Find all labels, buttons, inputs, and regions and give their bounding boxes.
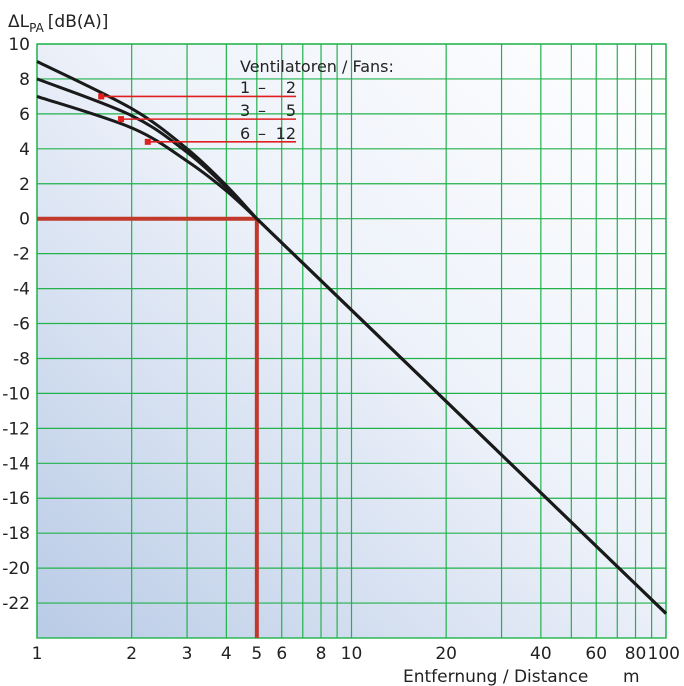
y-tick-label: -4 <box>13 280 30 300</box>
x-tick-label: 1 <box>32 644 43 664</box>
y-tick-label: -10 <box>2 384 30 404</box>
legend-dash-3: – <box>258 124 266 143</box>
y-tick-label: 0 <box>19 210 30 230</box>
x-axis-label: Entfernung / Distance <box>403 667 588 686</box>
y-tick-label: 10 <box>8 35 30 55</box>
x-tick-label: 80 <box>625 644 647 664</box>
y-tick-label: -20 <box>2 559 30 579</box>
legend-marker-2 <box>118 116 125 123</box>
y-tick-label: -8 <box>13 349 30 369</box>
y-tick-labels: 10 8 6 4 2 0 -2 -4 -6 -8 -10 -12 -14 -16 -18 -20 -22 <box>2 35 30 614</box>
x-tick-label: 6 <box>276 644 287 664</box>
y-tick-label: -2 <box>13 245 30 265</box>
grid-lines <box>36 43 667 639</box>
y-axis-label-unit: [dB(A)] <box>48 12 109 32</box>
legend-marker-3 <box>144 138 151 145</box>
y-tick-label: 8 <box>19 70 30 90</box>
y-tick-label: -12 <box>2 419 30 439</box>
legend-title: Ventilatoren / Fans: <box>240 57 394 76</box>
x-tick-label: 60 <box>585 644 607 664</box>
x-tick-labels: 1 2 3 4 5 6 8 10 20 40 60 80 100 <box>32 644 680 664</box>
legend-dash-2: – <box>258 101 266 120</box>
x-tick-label: 20 <box>435 644 457 664</box>
legend-marker-1 <box>98 93 105 100</box>
y-tick-label: -16 <box>2 489 30 509</box>
y-axis-label: ΔLPA [dB(A)] <box>8 12 108 35</box>
y-tick-label: -14 <box>2 454 30 474</box>
legend-from-2: 3 <box>240 101 250 120</box>
y-axis-label-sub: PA <box>29 21 44 35</box>
reference-lines <box>37 216 259 638</box>
legend-from-3: 6 <box>240 124 250 143</box>
y-tick-label: -18 <box>2 524 30 544</box>
x-tick-label: 5 <box>251 644 262 664</box>
series-curve-3 <box>36 94 668 615</box>
legend-to-1: 2 <box>286 78 296 97</box>
x-tick-label: 4 <box>221 644 232 664</box>
legend-to-3: 12 <box>276 124 296 143</box>
y-tick-label: -22 <box>2 594 30 614</box>
y-tick-label: -6 <box>13 315 30 335</box>
y-tick-label: 2 <box>19 175 30 195</box>
legend-from-1: 1 <box>240 78 250 97</box>
y-tick-label: 4 <box>19 140 30 160</box>
x-tick-label: 2 <box>126 644 137 664</box>
y-tick-label: 6 <box>19 105 30 125</box>
x-tick-label: 3 <box>182 644 193 664</box>
x-axis-unit: m <box>623 667 640 686</box>
x-tick-label: 8 <box>316 644 327 664</box>
legend-dash-1: – <box>258 78 266 97</box>
legend: Ventilatoren / Fans:1–23–56–12 <box>98 57 394 145</box>
series-curve-2 <box>36 77 668 615</box>
x-tick-label: 100 <box>648 644 680 664</box>
plot-frame <box>36 43 667 639</box>
legend-to-2: 5 <box>286 101 296 120</box>
y-axis-label-main: ΔL <box>8 12 30 32</box>
x-tick-label: 10 <box>341 644 363 664</box>
x-tick-label: 40 <box>530 644 552 664</box>
series-curves <box>36 60 668 615</box>
